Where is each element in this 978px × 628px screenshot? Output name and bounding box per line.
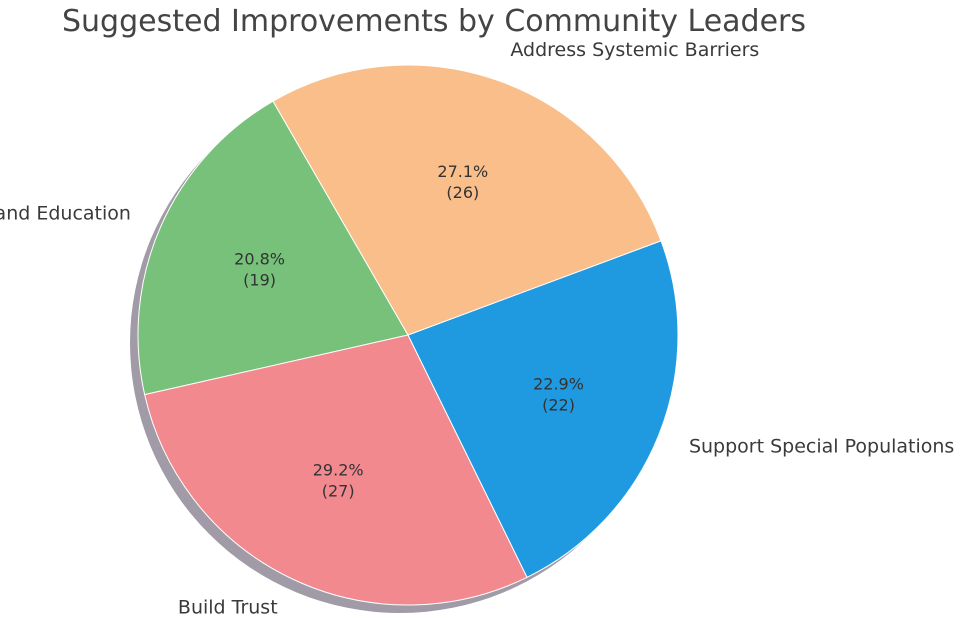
slice-label-address-systemic-barriers: Address Systemic Barriers <box>510 39 759 61</box>
pie-slice-expand-education <box>137 100 409 396</box>
count-label-address-systemic-barriers: (26) <box>446 183 479 202</box>
percent-label-expand-education: 20.8% <box>234 250 285 269</box>
pie-slice-build-trust <box>144 334 528 606</box>
count-label-support-special-populations: (22) <box>542 395 575 414</box>
percent-label-address-systemic-barriers: 27.1% <box>437 162 488 181</box>
chart-title: Suggested Improvements by Community Lead… <box>62 4 806 39</box>
percent-label-build-trust: 29.2% <box>313 461 364 480</box>
pie-slice-support-special-populations <box>407 240 679 578</box>
slice-label-build-trust: Build Trust <box>178 596 278 618</box>
count-label-build-trust: (27) <box>322 482 355 501</box>
slice-label-expand-education: Expand Education <box>0 202 131 224</box>
pie-slice-address-systemic-barriers <box>272 64 662 336</box>
percent-label-support-special-populations: 22.9% <box>533 374 584 393</box>
count-label-expand-education: (19) <box>243 271 276 290</box>
slice-label-support-special-populations: Support Special Populations <box>689 435 954 457</box>
